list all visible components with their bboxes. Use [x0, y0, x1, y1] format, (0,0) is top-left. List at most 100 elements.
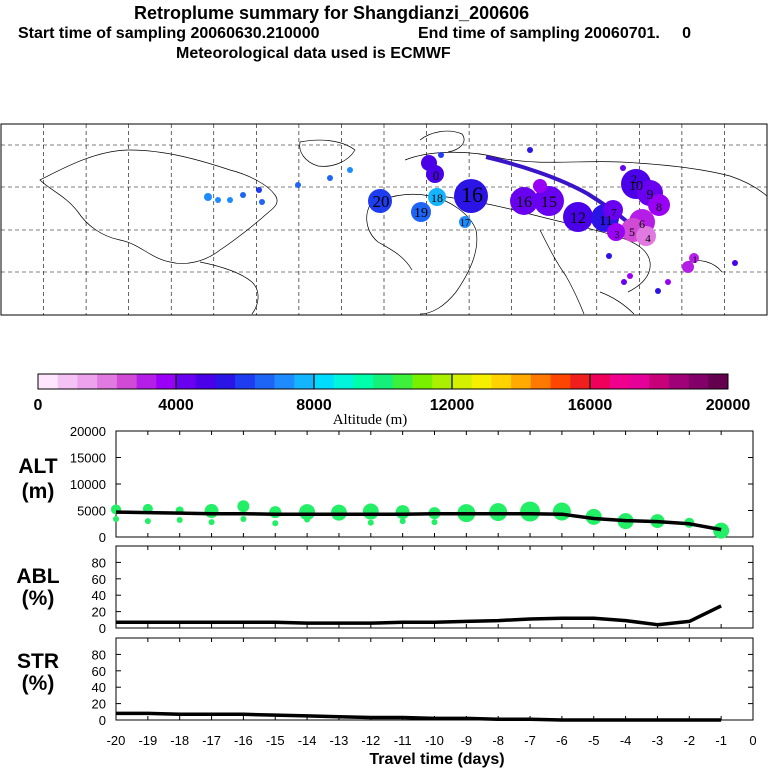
colorbar-swatch: [373, 374, 394, 389]
altitude-spread-marker: [304, 516, 311, 523]
map-coastline: [299, 139, 356, 167]
plume-bubble: [606, 253, 612, 259]
colorbar-swatch: [38, 374, 59, 389]
map-time-label: 15: [541, 194, 557, 211]
plume-bubble: [428, 188, 446, 206]
x-tick-label: -12: [361, 733, 380, 748]
colorbar-swatch: [235, 374, 256, 389]
colorbar-tick-label: 0: [34, 397, 43, 414]
x-tick-label: -8: [492, 733, 504, 748]
start-time-label: Start time of sampling 20060630.210000: [18, 25, 320, 42]
map-time-label: 11: [599, 214, 612, 229]
map-coastline: [366, 193, 478, 315]
x-tick-label: -14: [298, 733, 317, 748]
plume-bubble: [665, 279, 671, 285]
y-tick-label: 40: [92, 680, 106, 695]
colorbar-swatch: [353, 374, 374, 389]
plume-bubble: [655, 288, 661, 294]
map-time-label: 0: [433, 168, 440, 183]
map-time-label: 19: [414, 206, 428, 221]
y-tick-label: 60: [92, 664, 106, 679]
colorbar-swatch: [570, 374, 591, 389]
x-tick-label: -20: [107, 733, 126, 748]
colorbar-swatch: [294, 374, 315, 389]
colorbar-swatch: [314, 374, 335, 389]
plume-bubble: [534, 186, 564, 216]
map-time-label: 2: [631, 172, 637, 186]
colorbar-swatch: [412, 374, 433, 389]
colorbar-swatch: [392, 374, 413, 389]
panel-axis-title: ALT: [18, 455, 57, 478]
x-tick-label: -10: [425, 733, 444, 748]
x-tick-label: -18: [170, 733, 189, 748]
plume-bubble: [533, 179, 547, 193]
plume-bubble: [682, 261, 694, 273]
x-tick-label: -6: [556, 733, 568, 748]
map-time-label: 16: [516, 194, 532, 211]
colorbar-axis-label: Altitude (m): [333, 412, 408, 428]
colorbar-swatch: [57, 374, 78, 389]
colorbar-swatch: [333, 374, 354, 389]
altitude-spread-marker: [237, 500, 250, 513]
plume-bubble: [648, 194, 670, 216]
y-tick-label: 80: [92, 647, 106, 662]
chart-title: Retroplume summary for Shangdianzi_20060…: [134, 3, 530, 23]
colorbar-swatch: [432, 374, 453, 389]
altitude-spread-marker: [395, 505, 410, 520]
end-time-label: End time of sampling 20060701. 0: [418, 25, 691, 42]
altitude-spread-marker: [362, 503, 379, 520]
map-coastline: [419, 130, 465, 153]
plume-bubble: [327, 175, 333, 181]
map-time-label: 17: [460, 218, 470, 229]
colorbar-tick-label: 4000: [158, 397, 194, 414]
map-time-label: 4: [645, 233, 651, 245]
x-tick-label: -13: [330, 733, 349, 748]
met-data-label: Meteorological data used is ECMWF: [176, 45, 451, 62]
altitude-spread-marker: [144, 518, 151, 525]
colorbar-swatch: [708, 374, 729, 389]
colorbar-swatch: [550, 374, 571, 389]
y-tick-label: 0: [99, 530, 106, 545]
map-time-label: 16: [461, 182, 483, 207]
plume-bubble: [621, 279, 627, 285]
x-tick-label: -5: [588, 733, 600, 748]
y-tick-label: 40: [92, 588, 106, 603]
plume-bubble: [689, 253, 699, 263]
altitude-spread-marker: [367, 519, 374, 526]
panel-axis-title: ABL: [16, 565, 59, 588]
altitude-spread-marker: [552, 502, 571, 521]
map-time-label: 8: [656, 200, 662, 214]
map-coastline: [199, 261, 259, 315]
colorbar-swatch: [254, 374, 275, 389]
colorbar-tick-label: 20000: [706, 397, 751, 414]
map-time-label: 18: [431, 191, 443, 205]
panel-frame: [115, 545, 754, 629]
x-tick-label: -9: [461, 733, 473, 748]
altitude-spread-marker: [399, 518, 406, 525]
map-time-label: 12: [570, 210, 586, 227]
altitude-spread-marker: [431, 519, 438, 526]
colorbar-frame: [37, 373, 729, 390]
altitude-spread-marker: [272, 520, 279, 527]
panel-axis-unit: (%): [22, 587, 55, 610]
map-time-label: 1: [693, 255, 698, 265]
x-tick-label: 0: [749, 733, 756, 748]
plume-bubble: [347, 167, 353, 173]
panel-abl: [115, 545, 754, 629]
map-time-label: 9: [647, 188, 654, 203]
y-tick-label: 20: [92, 697, 106, 712]
x-axis-title: Travel time (days): [369, 751, 504, 768]
plume-bubble: [227, 197, 233, 203]
plume-bubble: [240, 192, 246, 198]
plume-bubble: [527, 147, 533, 153]
y-tick-label: 60: [92, 572, 106, 587]
colorbar-tick-label: 16000: [568, 397, 613, 414]
plume-bubble: [368, 189, 392, 213]
plume-bubble: [620, 165, 626, 171]
map-coastline: [404, 151, 768, 197]
x-tick-label: -19: [138, 733, 157, 748]
y-tick-label: 0: [99, 713, 106, 728]
colorbar-swatch: [530, 374, 551, 389]
colorbar-swatch: [136, 374, 157, 389]
